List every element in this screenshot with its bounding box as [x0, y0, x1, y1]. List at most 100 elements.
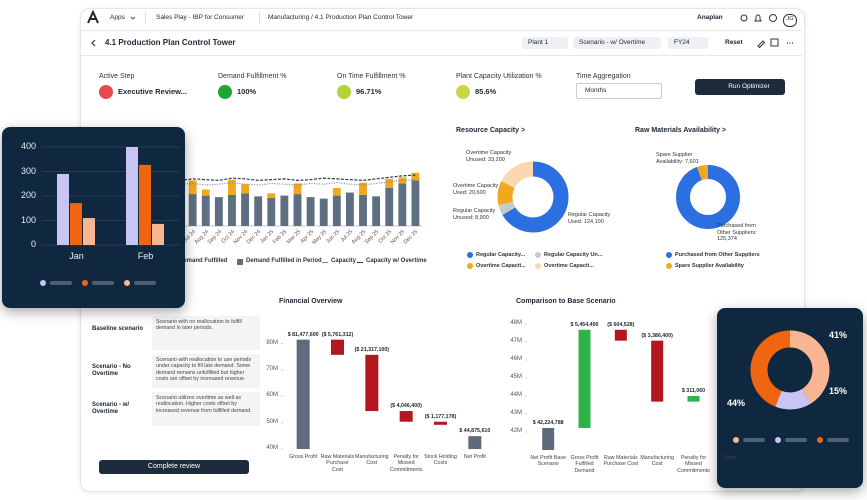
- bar: [83, 218, 95, 245]
- x-tick-label: Jan: [69, 251, 84, 261]
- bar: [201, 195, 210, 226]
- x-tick-label: Manufacturing Cost: [355, 454, 389, 467]
- chevron: [130, 16, 136, 20]
- legend-pill: [92, 281, 114, 285]
- slice-annotation: Overtime Capacity Unused: 33,200: [466, 150, 512, 163]
- legend-dot: [775, 437, 781, 443]
- y-tick-label: 44M: [510, 392, 522, 398]
- complete-review-button[interactable]: Complete review: [99, 460, 249, 475]
- slice-annotation: Purchased from Other Suppliers: 125,374: [717, 223, 757, 243]
- y-tick-label: 42M: [510, 428, 522, 434]
- data-label: ($ 5,761,312): [321, 331, 354, 338]
- page-title: 4.1 Production Plan Control Tower: [105, 38, 236, 47]
- legend-pill: [785, 438, 807, 442]
- bell-icon[interactable]: [754, 14, 762, 22]
- legend-swatch: [467, 263, 473, 269]
- y-tick-label: 43M: [510, 410, 522, 416]
- legend-label: Overtime Capacit...: [476, 263, 526, 269]
- waterfall-bar: [296, 339, 310, 449]
- y-tick-label: 100: [20, 214, 36, 225]
- legend-dot: [817, 437, 823, 443]
- run-optimizer-button[interactable]: Run Optimizer: [695, 79, 785, 95]
- bar: [293, 194, 302, 226]
- bar: [280, 195, 289, 226]
- y-tick-label: 40M: [266, 445, 278, 451]
- bar: [398, 183, 407, 226]
- bar: [267, 193, 276, 198]
- user-avatar[interactable]: JG: [783, 14, 797, 27]
- legend-dot: [82, 280, 88, 286]
- kpi-label: Time Aggregation: [576, 73, 631, 80]
- bar: [70, 203, 82, 245]
- legend-dot: [124, 280, 130, 286]
- legend-swatch: [322, 262, 328, 263]
- x-tick-label: Penalty for Missed Commitments: [389, 454, 423, 473]
- y-tick-label: 200: [20, 190, 36, 200]
- y-tick-label: 45M: [510, 374, 522, 380]
- search-icon[interactable]: [740, 14, 748, 22]
- bar: [332, 195, 341, 226]
- filter-dropdown[interactable]: Plant 1: [522, 37, 568, 49]
- section-title[interactable]: Raw Materials Availability >: [635, 127, 727, 134]
- kpi-status-dot: [99, 85, 113, 99]
- x-tick-label: Gross Profit Fulfilled Demand: [570, 455, 599, 474]
- waterfall-bar: [651, 340, 664, 402]
- data-label: ($ 604,528): [607, 321, 635, 328]
- data-label: $ 81,477,600: [287, 331, 319, 338]
- legend-swatch: [535, 252, 541, 258]
- top-nav-divider: [81, 30, 802, 31]
- data-label: 41%: [829, 330, 848, 340]
- y-tick-label: 60M: [266, 392, 278, 399]
- x-tick-label: Gross Profit: [289, 454, 318, 460]
- x-tick-label: Stock Holding Costs: [424, 454, 457, 467]
- section-title: Comparison to Base Scenario: [516, 298, 616, 305]
- scenario-description: Scenario utilizes overtime as well as re…: [152, 392, 260, 426]
- nav-sep: [259, 12, 260, 24]
- y-tick-label: 50M: [266, 418, 278, 425]
- legend-swatch: [237, 259, 243, 265]
- x-tick-label: Feb: [137, 251, 154, 261]
- slice-annotation: Spare Supplier Availability: 7,601: [656, 152, 699, 165]
- kpi-value: 85.6%: [475, 87, 497, 96]
- donut-slice: [497, 161, 569, 233]
- x-tick-label: Penalty for Missed Commitments: [677, 455, 710, 474]
- nav-apps[interactable]: Apps: [110, 14, 125, 21]
- y-tick-label: 0: [30, 239, 36, 249]
- time-select[interactable]: Months: [576, 83, 662, 99]
- donut-slice: [676, 165, 740, 229]
- breadcrumb[interactable]: Sales Play - IBP for Consumer: [156, 14, 245, 21]
- scenario-name: Scenario - w/ Overtime: [92, 402, 130, 416]
- x-tick-label: Net Profit Base Scenario: [530, 455, 566, 468]
- waterfall-bar: [365, 354, 379, 412]
- legend-label: Regular Capacity...: [476, 252, 526, 258]
- filter-dropdown[interactable]: Scenario - w/ Overtime: [573, 37, 661, 49]
- filter-dropdown[interactable]: FY24: [668, 37, 708, 49]
- back-button[interactable]: [91, 39, 96, 47]
- kpi-label: On Time Fulfillment %: [337, 73, 406, 80]
- data-label: $ 42,224,788: [532, 419, 564, 426]
- legend-label: Spare Supplier Availability: [675, 263, 744, 269]
- legend-swatch: [666, 252, 672, 258]
- comment-icon[interactable]: [770, 38, 779, 47]
- breadcrumb[interactable]: Manufacturing / 4.1 Production Plan Cont…: [268, 14, 414, 21]
- edit-icon[interactable]: [757, 40, 766, 49]
- y-tick-label: 400: [20, 141, 36, 151]
- data-label: ($ 3,386,400): [641, 332, 673, 339]
- reset-button[interactable]: Reset: [725, 39, 743, 46]
- bar: [201, 189, 210, 196]
- legend-swatch: [357, 262, 363, 263]
- bar: [411, 172, 420, 181]
- waterfall-bar: [578, 329, 591, 428]
- header-divider: [81, 55, 802, 56]
- section-title[interactable]: Resource Capacity >: [456, 127, 526, 134]
- help-icon[interactable]: [769, 14, 777, 22]
- overlay-donut-card: 41% 15% 44%: [717, 308, 863, 488]
- bar: [267, 197, 276, 226]
- bar: [241, 193, 250, 226]
- x-tick-label: Costs: [723, 455, 737, 461]
- bar: [332, 188, 341, 196]
- data-label: 44%: [727, 398, 746, 408]
- waterfall-bar: [434, 421, 447, 425]
